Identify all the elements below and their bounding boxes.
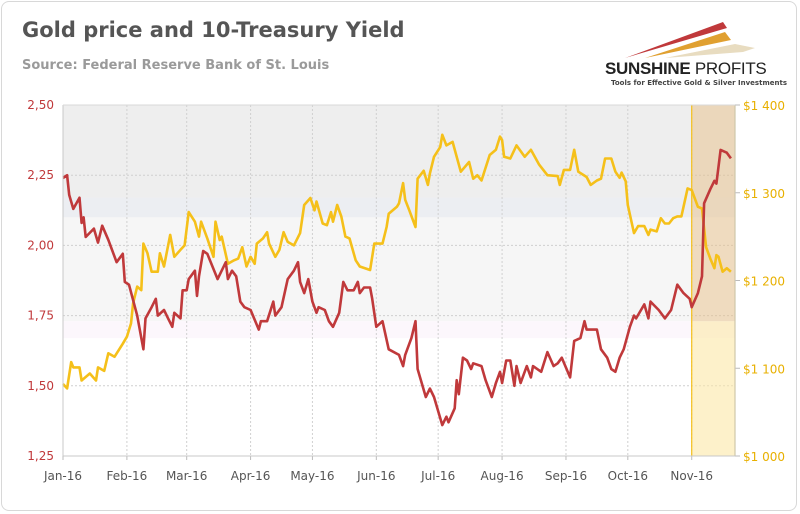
x-tick-label: Apr-16: [231, 469, 271, 483]
right-tick-label: $1 300: [743, 187, 785, 201]
x-tick-label: Jun-16: [356, 469, 395, 483]
x-tick-label: Nov-16: [670, 469, 713, 483]
x-tick-label: Mar-16: [166, 469, 207, 483]
x-tick-label: Jan-16: [43, 469, 82, 483]
gold-series-line: [62, 133, 732, 390]
left-tick-label: 1,25: [27, 449, 54, 463]
chart-title: Gold price and 10-Treasury Yield: [22, 18, 405, 42]
background-band: [63, 217, 735, 322]
x-tick-label: Jul-16: [420, 469, 455, 483]
right-tick-label: $1 200: [743, 275, 785, 289]
left-tick-label: 1,75: [27, 309, 54, 323]
chart-subtitle: Source: Federal Reserve Bank of St. Loui…: [22, 58, 330, 73]
left-tick-label: 2,25: [27, 168, 54, 182]
left-tick-label: 2,00: [27, 238, 54, 252]
left-tick-label: 2,50: [27, 98, 54, 112]
background-band: [63, 321, 735, 339]
x-tick-label: Feb-16: [106, 469, 147, 483]
right-tick-label: $1 400: [743, 99, 785, 113]
highlight-region: [691, 321, 735, 456]
right-tick-label: $1 100: [743, 362, 785, 376]
background-band: [63, 197, 735, 218]
sunshine-profits-logo: SUNSHINE PROFITS Tools for Effective Gol…: [605, 18, 787, 93]
x-tick-label: Aug-16: [481, 469, 524, 483]
x-tick-label: May-16: [290, 469, 334, 483]
x-tick-label: Sep-16: [545, 469, 587, 483]
left-tick-label: 1,50: [27, 379, 54, 393]
logo-brand: SUNSHINE PROFITS: [605, 59, 767, 78]
right-tick-label: $1 000: [743, 450, 785, 464]
logo-tagline: Tools for Effective Gold & Silver Invest…: [611, 79, 787, 87]
logo-rays-icon: [625, 22, 755, 58]
x-tick-label: Oct-16: [608, 469, 648, 483]
